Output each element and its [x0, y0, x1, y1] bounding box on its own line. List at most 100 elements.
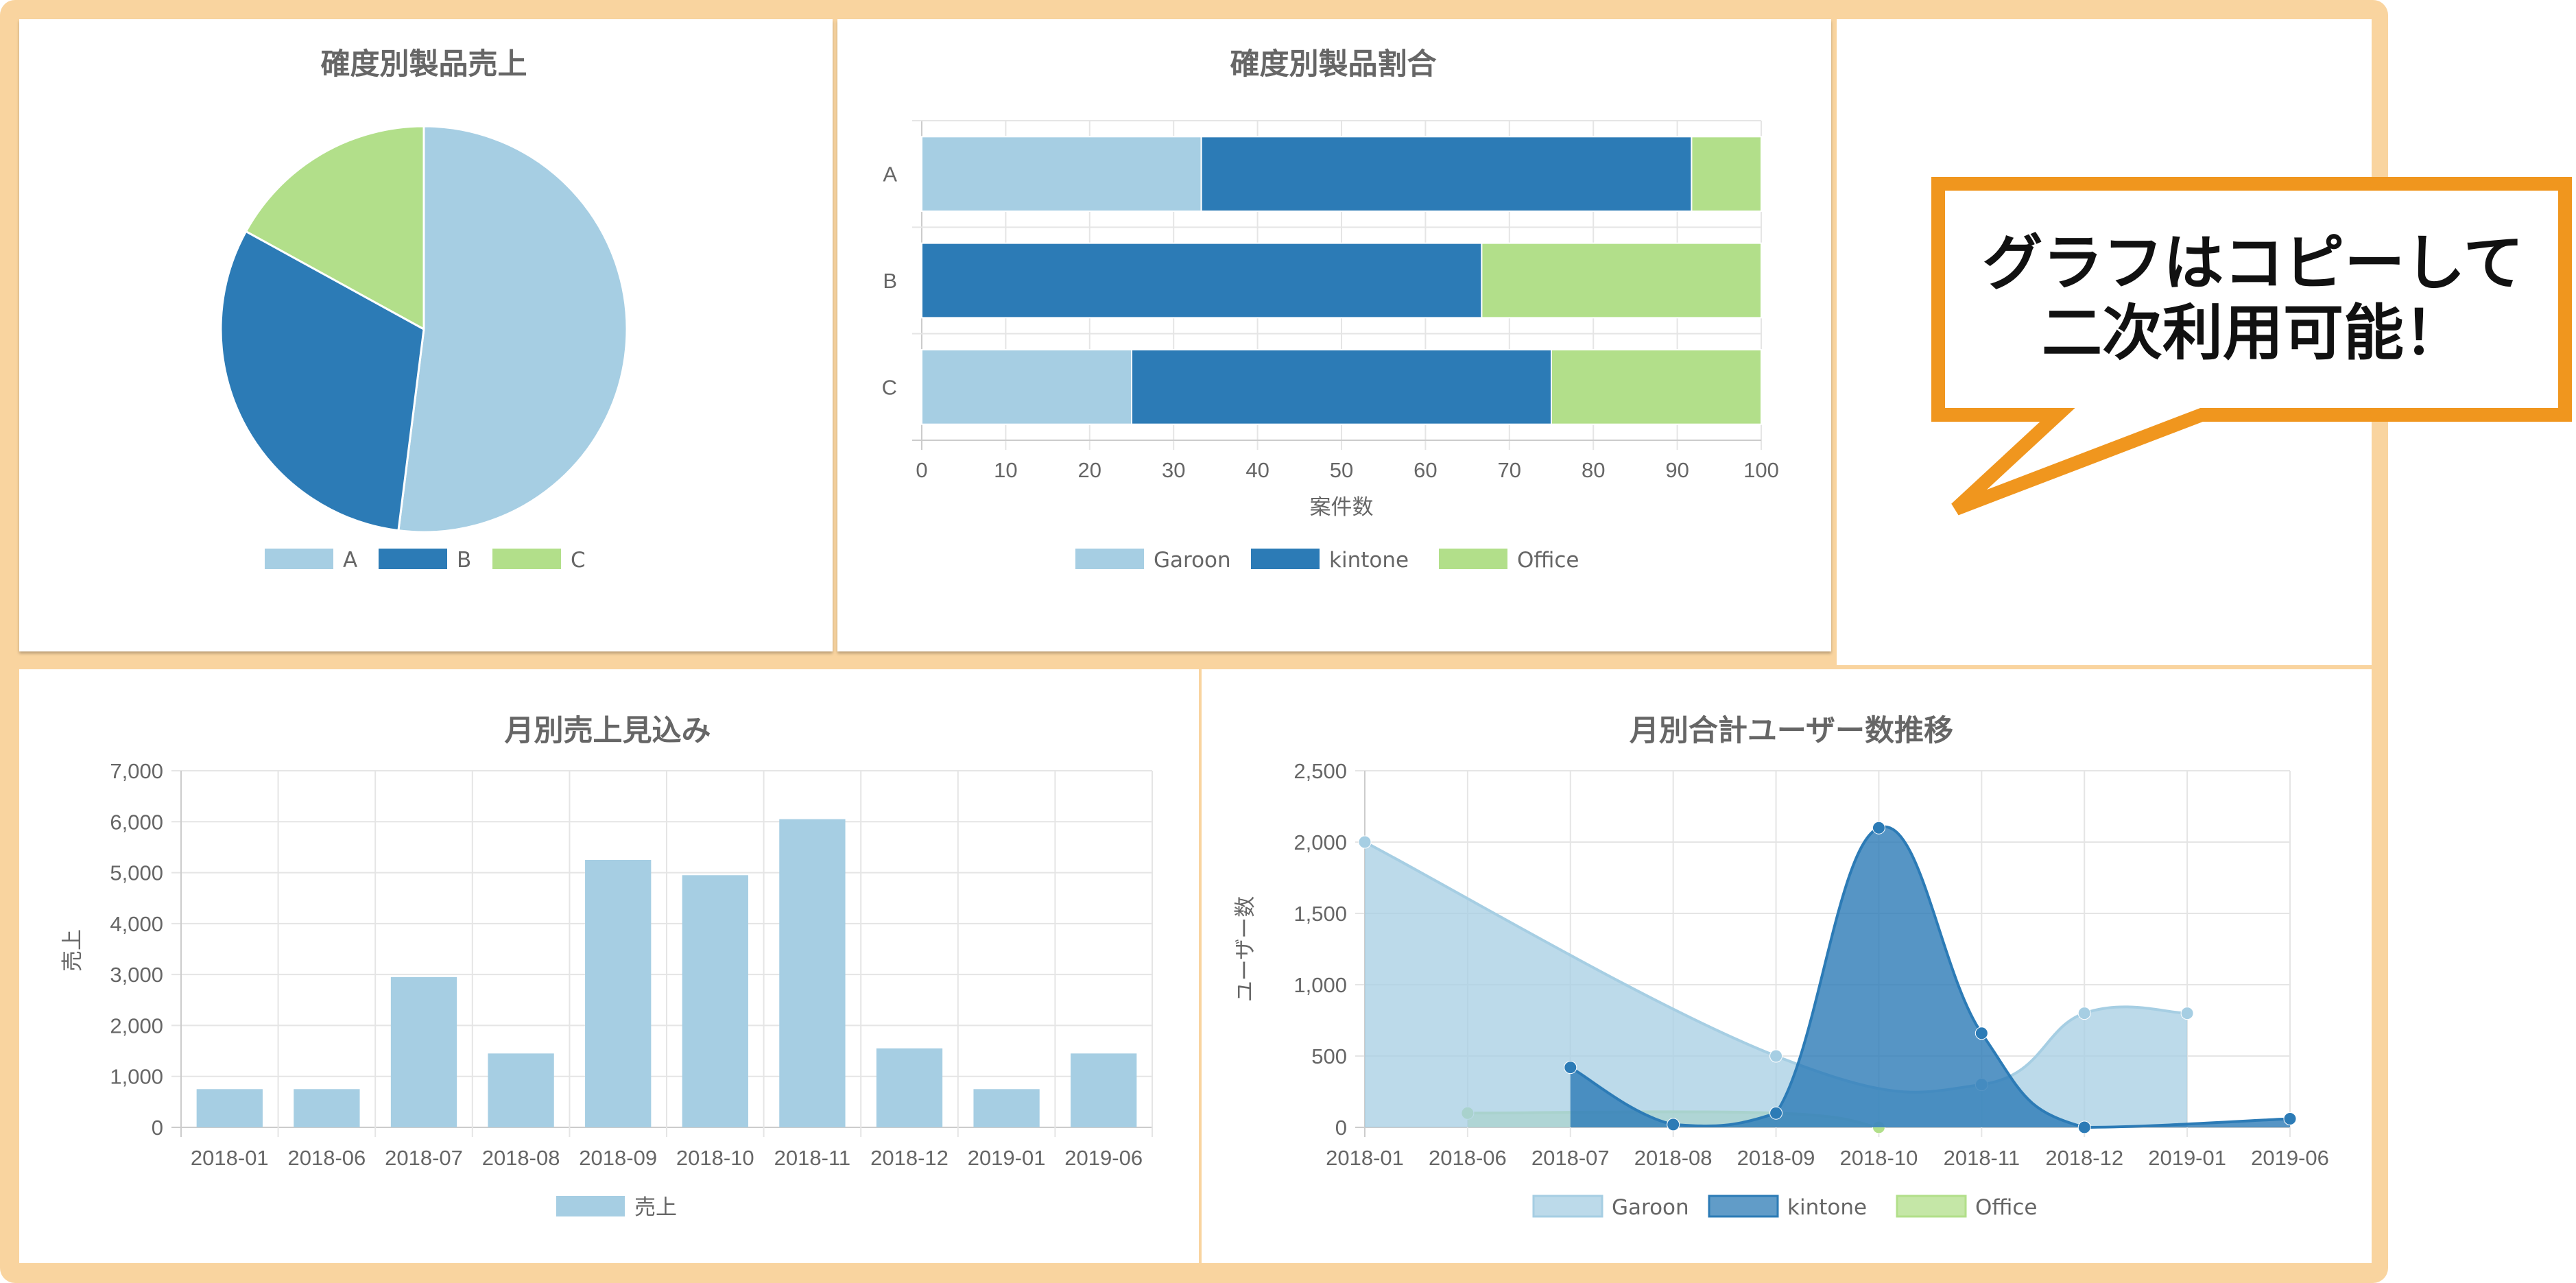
pie-legend-swatch: [492, 549, 561, 569]
monthly-bar: [973, 1089, 1040, 1127]
monthly-legend-swatch: [556, 1196, 625, 1216]
users-x-tick-label: 2019-01: [2148, 1146, 2226, 1170]
monthly-legend-label: 売上: [634, 1195, 677, 1220]
users-point-garoon: [1358, 835, 1372, 849]
stacked-bar-office: [1691, 136, 1762, 213]
stacked-legend-label: Garoon: [1154, 548, 1231, 573]
monthly-x-tick-label: 2018-09: [579, 1146, 657, 1170]
users-chart-title: 月別合計ユーザー数推移: [1630, 714, 1953, 748]
stacked-bar-office: [1551, 348, 1762, 425]
pie-chart-title: 確度別製品売上: [321, 47, 527, 82]
users-point-garoon: [1769, 1049, 1783, 1063]
pie-slice-a: [397, 125, 628, 533]
monthly-y-tick-label: 1,000: [110, 1065, 163, 1089]
users-x-tick-label: 2018-01: [1326, 1146, 1404, 1170]
monthly-bar: [876, 1048, 943, 1127]
stacked-x-tick-label: 100: [1743, 458, 1779, 482]
pie-chart-panel: 確度別製品売上 A B C: [19, 19, 833, 651]
stacked-bar-garoon: [921, 136, 1202, 213]
stacked-bar-chart-panel: 確度別製品割合 0 10 20 30 40 50 60 70 80 90 100 A B C 案件数 Ga…: [837, 19, 1831, 651]
stacked-x-tick-label: 60: [1414, 458, 1437, 482]
monthly-bar-chart: 月別売上見込み 0 1,000 2,000 3,000 4,000 5,000 6,000 7…: [60, 714, 1153, 1220]
users-legend-swatch: [1532, 1195, 1603, 1218]
users-legend-label: kintone: [1787, 1195, 1867, 1220]
users-y-tick-label: 0: [1335, 1116, 1347, 1140]
monthly-bar: [1071, 1053, 1137, 1127]
users-area-chart: 月別合計ユーザー数推移 0 500 1,000 1,500 2,000 2,500 2018…: [1233, 714, 2329, 1220]
monthly-y-tick-label: 0: [152, 1116, 163, 1140]
stacked-x-tick-label: 20: [1078, 458, 1101, 482]
pie-legend-label: B: [457, 548, 471, 573]
users-legend-label: Garoon: [1612, 1195, 1689, 1220]
users-legend-swatch: [1708, 1195, 1779, 1218]
users-point-kintone: [2283, 1112, 2297, 1126]
users-point-kintone: [2077, 1120, 2091, 1134]
users-point-kintone: [1975, 1027, 1988, 1040]
blank-panel: [1837, 19, 2372, 665]
users-x-tick-label: 2018-09: [1737, 1146, 1815, 1170]
stacked-x-tick-label: 70: [1498, 458, 1521, 482]
users-y-tick-label: 500: [1311, 1044, 1347, 1068]
monthly-x-tick-label: 2018-06: [288, 1146, 366, 1170]
monthly-bar: [294, 1089, 360, 1127]
users-point-kintone: [1769, 1106, 1783, 1120]
monthly-y-tick-label: 3,000: [110, 963, 163, 987]
monthly-chart-title: 月別売上見込み: [505, 714, 711, 748]
stacked-bar-chart: 確度別製品割合 0 10 20 30 40 50 60 70 80 90 100 A B C 案件数 Ga…: [882, 47, 1779, 573]
users-point-kintone: [1667, 1118, 1680, 1131]
monthly-x-tick-label: 2018-01: [191, 1146, 269, 1170]
pie-legend-swatch: [379, 549, 447, 569]
monthly-bar: [196, 1089, 263, 1127]
pie-legend-swatch: [265, 549, 333, 569]
stacked-chart-title: 確度別製品割合: [1230, 47, 1437, 82]
stacked-x-tick-label: 50: [1330, 458, 1353, 482]
users-y-tick-label: 2,500: [1293, 759, 1347, 783]
stacked-legend-swatch: [1439, 549, 1507, 569]
users-y-axis-label: ユーザー数: [1233, 896, 1258, 1002]
users-x-tick-label: 2019-06: [2251, 1146, 2329, 1170]
users-area-garoon: [1365, 842, 2188, 1127]
stacked-x-tick-label: 90: [1665, 458, 1689, 482]
stacked-y-tick-label: A: [883, 163, 897, 187]
monthly-x-tick-label: 2019-01: [968, 1146, 1046, 1170]
users-y-tick-label: 2,000: [1293, 830, 1347, 854]
users-x-tick-label: 2018-06: [1429, 1146, 1507, 1170]
stacked-x-tick-label: 10: [994, 458, 1017, 482]
monthly-bar: [585, 860, 652, 1127]
stacked-legend-swatch: [1251, 549, 1320, 569]
monthly-x-tick-label: 2018-11: [774, 1146, 850, 1170]
users-point-garoon: [2077, 1007, 2091, 1020]
users-point-kintone: [1564, 1061, 1577, 1075]
users-x-tick-label: 2018-07: [1531, 1146, 1610, 1170]
users-y-tick-label: 1,000: [1293, 973, 1347, 997]
stacked-legend-label: kintone: [1329, 548, 1409, 573]
users-area-chart-panel: 月別合計ユーザー数推移 0 500 1,000 1,500 2,000 2,500 2018…: [1202, 669, 2372, 1263]
monthly-y-axis-label: 売上: [60, 929, 85, 972]
users-point-garoon: [2180, 1007, 2194, 1020]
monthly-y-tick-label: 7,000: [110, 759, 163, 783]
pie-legend-label: A: [343, 548, 357, 573]
monthly-x-tick-label: 2018-12: [870, 1146, 949, 1170]
stacked-bar-kintone: [1131, 348, 1552, 425]
stacked-x-axis-label: 案件数: [1310, 495, 1374, 520]
stacked-x-tick-label: 0: [916, 458, 927, 482]
monthly-y-tick-label: 6,000: [110, 810, 163, 834]
monthly-bar: [390, 976, 457, 1127]
users-x-tick-label: 2018-10: [1840, 1146, 1918, 1170]
stacked-bar-kintone: [921, 242, 1483, 319]
stacked-bar-office: [1481, 242, 1763, 319]
monthly-y-tick-label: 2,000: [110, 1014, 163, 1038]
stacked-legend-label: Office: [1517, 548, 1579, 573]
stacked-y-tick-label: B: [883, 269, 897, 293]
monthly-x-tick-label: 2019-06: [1064, 1146, 1143, 1170]
stacked-bar-kintone: [1200, 136, 1693, 213]
users-x-tick-label: 2018-12: [2045, 1146, 2123, 1170]
monthly-x-tick-label: 2018-07: [385, 1146, 463, 1170]
monthly-bar: [488, 1053, 554, 1127]
monthly-x-tick-label: 2018-08: [482, 1146, 560, 1170]
stacked-bar-garoon: [921, 348, 1132, 425]
stacked-x-tick-label: 40: [1245, 458, 1269, 482]
pie-chart: 確度別製品売上 A B C: [219, 47, 628, 573]
monthly-x-tick-label: 2018-10: [676, 1146, 754, 1170]
users-x-tick-label: 2018-11: [1944, 1146, 2020, 1170]
